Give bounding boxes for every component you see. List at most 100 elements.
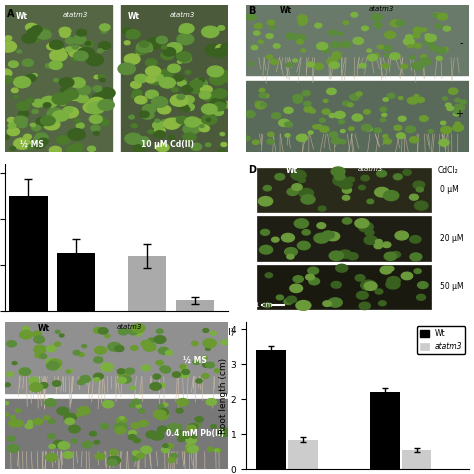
Circle shape bbox=[319, 118, 325, 122]
Circle shape bbox=[83, 102, 100, 113]
Circle shape bbox=[410, 56, 415, 59]
Circle shape bbox=[128, 430, 137, 436]
Circle shape bbox=[364, 282, 377, 291]
Circle shape bbox=[19, 368, 30, 375]
Circle shape bbox=[55, 330, 60, 333]
Circle shape bbox=[340, 129, 345, 133]
Circle shape bbox=[355, 219, 369, 228]
Circle shape bbox=[416, 187, 423, 192]
Circle shape bbox=[101, 363, 113, 371]
Circle shape bbox=[151, 431, 164, 440]
Circle shape bbox=[166, 43, 182, 53]
Circle shape bbox=[30, 123, 36, 127]
Circle shape bbox=[46, 346, 56, 352]
Circle shape bbox=[327, 88, 336, 94]
Circle shape bbox=[414, 43, 421, 48]
Circle shape bbox=[296, 134, 307, 141]
Circle shape bbox=[249, 62, 254, 65]
Circle shape bbox=[199, 91, 211, 99]
Circle shape bbox=[309, 278, 319, 285]
Circle shape bbox=[168, 136, 175, 140]
Bar bbox=[246, 81, 469, 152]
Bar bbox=[257, 265, 431, 309]
Circle shape bbox=[183, 124, 200, 135]
Circle shape bbox=[414, 201, 428, 210]
Circle shape bbox=[65, 32, 71, 36]
Circle shape bbox=[32, 125, 40, 131]
Circle shape bbox=[153, 74, 164, 81]
Circle shape bbox=[202, 363, 210, 367]
Circle shape bbox=[429, 45, 438, 51]
Circle shape bbox=[454, 109, 462, 114]
Circle shape bbox=[221, 44, 231, 50]
Circle shape bbox=[383, 135, 388, 138]
Circle shape bbox=[72, 57, 78, 61]
Circle shape bbox=[356, 292, 368, 299]
Circle shape bbox=[25, 423, 33, 428]
Circle shape bbox=[329, 132, 337, 137]
Circle shape bbox=[214, 109, 223, 116]
Circle shape bbox=[130, 134, 137, 138]
Y-axis label: Root length (cm): Root length (cm) bbox=[219, 358, 228, 434]
Circle shape bbox=[188, 424, 198, 430]
Circle shape bbox=[373, 54, 380, 58]
Circle shape bbox=[32, 73, 37, 77]
Circle shape bbox=[79, 353, 84, 356]
Circle shape bbox=[417, 294, 426, 300]
Circle shape bbox=[322, 47, 330, 53]
Circle shape bbox=[446, 103, 451, 107]
Circle shape bbox=[155, 119, 160, 122]
Circle shape bbox=[177, 60, 182, 64]
Circle shape bbox=[95, 346, 106, 354]
Circle shape bbox=[76, 29, 87, 36]
Circle shape bbox=[339, 180, 352, 189]
Circle shape bbox=[359, 302, 370, 310]
Circle shape bbox=[460, 100, 466, 104]
Circle shape bbox=[186, 444, 195, 450]
Circle shape bbox=[130, 329, 135, 332]
Circle shape bbox=[177, 399, 188, 406]
Circle shape bbox=[162, 367, 170, 372]
Circle shape bbox=[131, 124, 137, 128]
Circle shape bbox=[73, 51, 88, 61]
Circle shape bbox=[315, 23, 322, 28]
Circle shape bbox=[135, 96, 146, 104]
Circle shape bbox=[59, 78, 74, 87]
Circle shape bbox=[200, 125, 204, 128]
Circle shape bbox=[186, 437, 196, 444]
Circle shape bbox=[413, 181, 425, 189]
Circle shape bbox=[154, 131, 165, 138]
Circle shape bbox=[383, 242, 391, 247]
Circle shape bbox=[331, 167, 345, 176]
Circle shape bbox=[420, 58, 431, 65]
Circle shape bbox=[18, 110, 29, 117]
Circle shape bbox=[164, 74, 171, 79]
Circle shape bbox=[251, 46, 258, 50]
Circle shape bbox=[146, 431, 157, 438]
Legend: Wt, atatm3: Wt, atatm3 bbox=[417, 326, 465, 354]
Circle shape bbox=[187, 425, 196, 431]
Circle shape bbox=[158, 409, 168, 416]
Circle shape bbox=[152, 97, 168, 107]
Circle shape bbox=[436, 56, 442, 60]
Circle shape bbox=[131, 324, 145, 333]
Circle shape bbox=[319, 126, 329, 132]
Text: -: - bbox=[459, 38, 463, 48]
Circle shape bbox=[258, 40, 264, 44]
Circle shape bbox=[203, 92, 216, 101]
Circle shape bbox=[65, 418, 74, 424]
Circle shape bbox=[126, 29, 140, 39]
Bar bbox=[176, 301, 214, 310]
Circle shape bbox=[179, 28, 186, 33]
Circle shape bbox=[367, 199, 374, 204]
Circle shape bbox=[33, 419, 43, 425]
Circle shape bbox=[314, 64, 323, 70]
Circle shape bbox=[33, 331, 41, 337]
Circle shape bbox=[387, 277, 400, 285]
Circle shape bbox=[161, 51, 174, 60]
Circle shape bbox=[374, 128, 382, 133]
Bar bbox=[257, 168, 431, 212]
Circle shape bbox=[201, 114, 217, 125]
Circle shape bbox=[421, 55, 427, 58]
Circle shape bbox=[101, 46, 108, 50]
